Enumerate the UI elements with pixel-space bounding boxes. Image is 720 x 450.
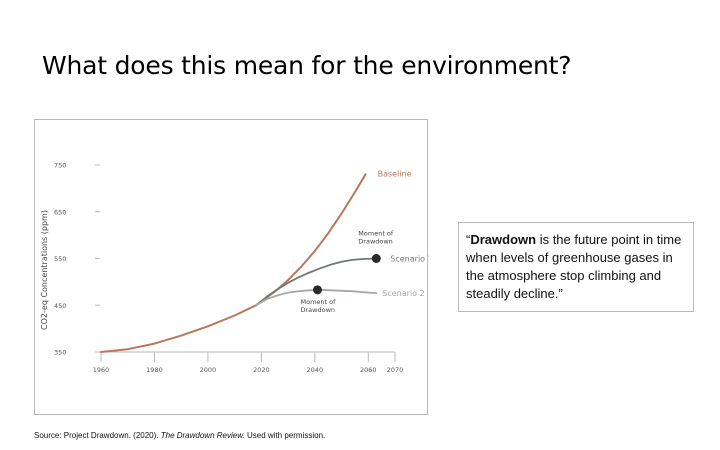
series-label-scenario-1: Scenario 1 (390, 255, 429, 264)
series-line-scenario-1 (255, 257, 378, 307)
source-work: The Drawdown Review. (160, 431, 245, 440)
x-tick-label: 2060 (360, 366, 377, 374)
drawdown-annotation-label: Moment of (358, 230, 394, 238)
y-tick-label: 650 (54, 208, 66, 216)
y-tick-label: 550 (54, 255, 66, 263)
drawdown-point (371, 254, 381, 263)
y-tick-label: 750 (54, 162, 66, 170)
x-tick-label: 2040 (307, 366, 324, 374)
series-line-baseline (100, 173, 367, 353)
x-tick-label: 2070 (387, 366, 404, 374)
drawdown-annotation-label: Moment of (300, 298, 336, 306)
x-tick-label: 1980 (146, 366, 163, 374)
source-citation: Source: Project Drawdown. (2020). The Dr… (34, 431, 325, 441)
drawdown-annotation-label: Drawdown (358, 238, 393, 246)
drawdown-point (312, 285, 322, 295)
quote-open-mark: “ (466, 232, 471, 247)
drawdown-annotation-label: Drawdown (300, 306, 335, 314)
quote-box: “Drawdown is the future point in time wh… (458, 222, 694, 312)
source-prefix: Source: Project Drawdown. (2020). (34, 431, 161, 440)
y-tick-label: 350 (54, 349, 66, 357)
series-label-baseline: Baseline (378, 169, 412, 178)
chart-figure: CO2-eq Concentrations (ppm) 350 450 550 650… (34, 119, 429, 415)
source-suffix: Used with permission. (244, 431, 326, 440)
series-label-scenario-2: Scenario 2 (382, 289, 424, 298)
x-tick-label: 1960 (93, 366, 110, 374)
quote-term: Drawdown (470, 232, 537, 247)
quote-definition: is the future point in time when levels … (466, 232, 682, 301)
y-tick-label: 450 (54, 302, 66, 310)
chart-svg: CO2-eq Concentrations (ppm) 350 450 550 650… (40, 162, 429, 375)
x-tick-label: 2020 (253, 366, 270, 374)
y-axis-label: CO2-eq Concentrations (ppm) (40, 210, 49, 330)
slide-title: What does this mean for the environment? (42, 51, 572, 80)
x-tick-label: 2000 (200, 366, 217, 374)
